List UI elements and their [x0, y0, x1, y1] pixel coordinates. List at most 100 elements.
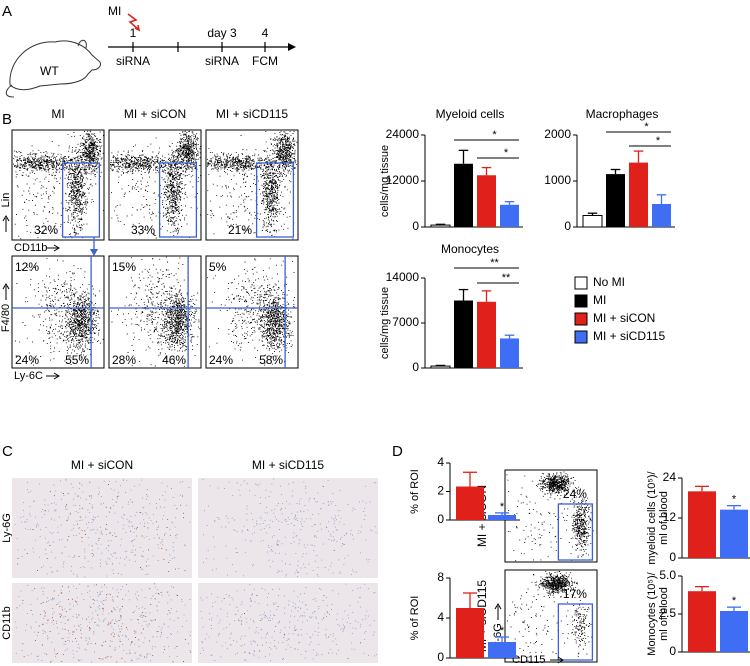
bar [477, 301, 496, 368]
y-tick-label: 0 [412, 219, 419, 233]
legend-label: MI + siCD115 [593, 329, 665, 343]
quadrant-percent: 24% [209, 353, 233, 367]
legend-swatch [574, 330, 588, 344]
plot-frame [108, 255, 202, 369]
quadrant-percent: 28% [112, 353, 136, 367]
legend-label: MI + siCON [593, 311, 655, 325]
bar [606, 174, 625, 227]
y-tick-label: 24000 [386, 127, 420, 141]
micrograph [198, 583, 378, 663]
y-tick-label: 0 [412, 360, 419, 374]
axis-arrow [2, 215, 10, 232]
plot-frame [11, 255, 105, 369]
bar [720, 610, 748, 652]
quadrant-percent: 5% [209, 260, 227, 274]
bar [500, 204, 519, 227]
dot-cloud [110, 130, 201, 239]
axis-arrow [46, 372, 60, 380]
axis-label: CD115 [512, 654, 545, 666]
event-label: siRNA [116, 54, 150, 68]
panel-label: A [2, 3, 12, 20]
bar [488, 642, 516, 658]
legend-label: No MI [593, 275, 625, 289]
dot-cloud [206, 130, 298, 240]
gate [557, 603, 594, 661]
quadrant-percent: 24% [15, 353, 39, 367]
bar [454, 300, 473, 368]
bar [456, 608, 484, 658]
dot-cloud [13, 130, 104, 240]
significance-mark: ** [490, 257, 499, 269]
y-axis-label: cells/mg tissue [379, 145, 391, 217]
quadrant-percent: 12% [15, 260, 39, 274]
dot-cloud [16, 583, 192, 663]
group-title: MI + siCD115 [252, 458, 324, 472]
bar [688, 591, 716, 652]
y-tick-label: 5.0 [659, 568, 676, 582]
axis-label: Lin [0, 193, 12, 208]
significance-mark: * [500, 501, 505, 513]
y-axis-label: cells/mg tissue [379, 287, 391, 359]
y-axis-label: myeloid cells (10⁵)/ [646, 470, 658, 564]
dot-cloud [200, 583, 377, 662]
gate [557, 503, 594, 561]
injury-label: MI [108, 4, 121, 18]
axis-arrow [550, 656, 564, 664]
significance-mark: * [492, 129, 497, 141]
dot-cloud [507, 571, 593, 662]
dot-cloud [281, 486, 335, 551]
y-axis-label: ml of blood [658, 587, 670, 641]
chart-title: Myeloid cells [436, 107, 505, 121]
y-tick-label: 12 [663, 510, 677, 524]
y-axis-label: Monocytes (10⁵)/ [646, 571, 658, 655]
gate-percent: 24% [563, 487, 587, 501]
stain-label: CD11b [1, 606, 13, 639]
axis-arrow [494, 603, 502, 620]
y-tick-label: 24 [663, 470, 677, 484]
bar [500, 338, 519, 368]
y-tick-label: 8 [437, 570, 444, 584]
y-tick-label: 0 [437, 512, 444, 526]
significance-mark: * [656, 135, 661, 147]
bar [629, 162, 648, 227]
gate-percent: 21% [228, 223, 252, 237]
day-label: 1 [130, 26, 137, 40]
bar [430, 365, 451, 369]
y-tick-label: 4 [437, 610, 444, 624]
y-tick-label: 4 [437, 455, 444, 469]
bar [720, 509, 748, 558]
gate-percent: 33% [131, 223, 155, 237]
legend-swatch [574, 312, 588, 326]
micrograph [12, 583, 192, 663]
y-axis-label: % of ROI [409, 469, 421, 514]
stain-label: Ly-6G [1, 513, 13, 543]
timeline-arrow [288, 43, 296, 51]
axis-arrow [2, 283, 10, 300]
y-tick-label: 12000 [386, 173, 420, 187]
y-tick-label: 14000 [386, 270, 420, 284]
y-tick-label: 0 [669, 644, 676, 658]
day-label: day 3 [207, 26, 237, 40]
bar [454, 163, 473, 227]
bar [456, 486, 484, 520]
gate-arrow-head [90, 249, 98, 256]
dot-cloud [223, 594, 361, 659]
panel-label: C [2, 443, 13, 460]
quadrant-percent: 55% [65, 353, 89, 367]
y-tick-label: 0 [669, 550, 676, 564]
gate [158, 162, 198, 238]
day-label: 4 [262, 26, 269, 40]
quadrant-percent: 15% [112, 260, 136, 274]
gate [61, 162, 101, 238]
gate-percent: 17% [563, 587, 587, 601]
dot-cloud [14, 479, 191, 578]
y-axis-label: ml of blood [658, 491, 670, 545]
chart-title: Macrophages [586, 107, 659, 121]
gate-percent: 32% [34, 223, 58, 237]
bar [652, 204, 671, 227]
group-title: MI [51, 107, 64, 121]
dot-cloud [17, 479, 186, 573]
significance-mark: * [644, 121, 649, 133]
bar [488, 515, 516, 520]
quadrant-percent: 46% [162, 353, 186, 367]
